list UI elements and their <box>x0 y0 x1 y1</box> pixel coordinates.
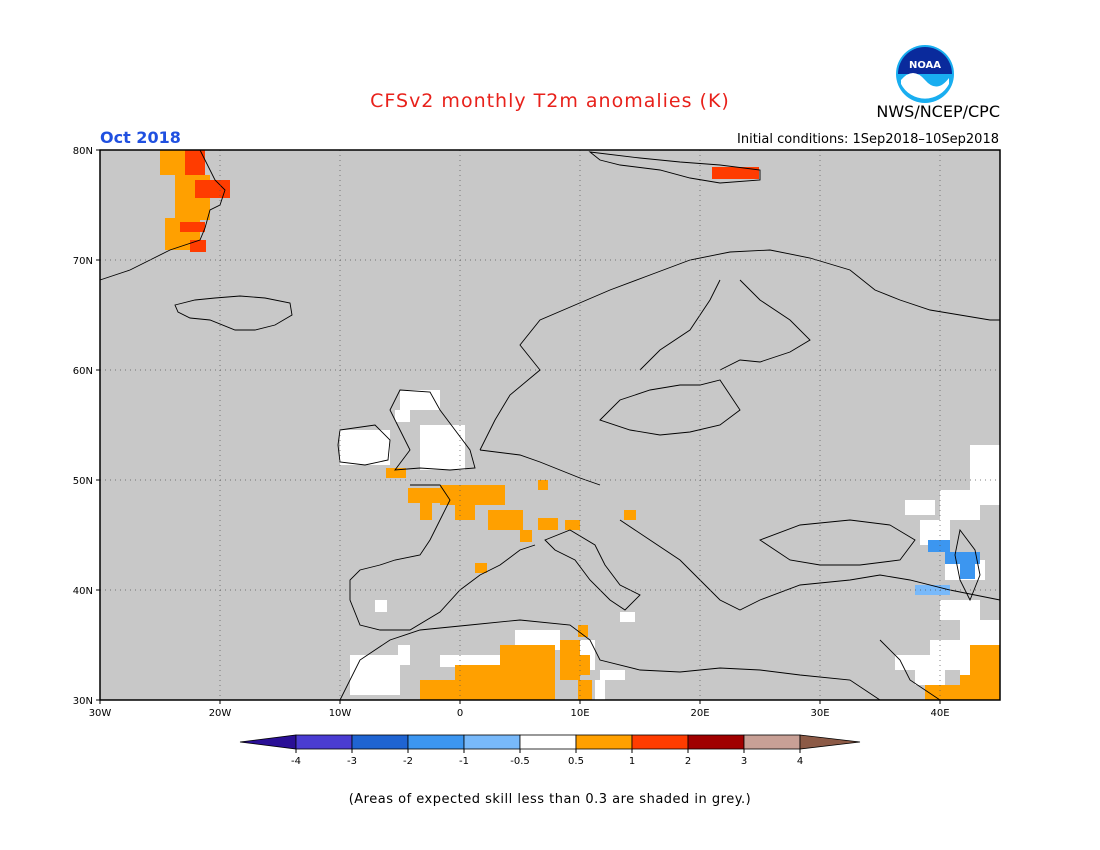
lat-label: 50N <box>73 476 93 487</box>
logo-text: NOAA <box>909 60 941 71</box>
colorbar-ticks <box>295 749 801 753</box>
patch-caucasus-blue <box>915 540 980 595</box>
lon-label: 20E <box>690 708 709 719</box>
lat-label: 40N <box>73 586 93 597</box>
patch-greenland <box>160 150 230 252</box>
noaa-logo: NOAA <box>895 44 955 104</box>
colorbar-arrow-left <box>239 734 297 750</box>
patch-uk-white <box>340 390 465 470</box>
colorbar-label: 3 <box>741 756 747 767</box>
lat-label: 30N <box>73 696 93 707</box>
lat-labels: 80N 70N 60N 50N 40N 30N <box>73 146 93 707</box>
patch-france <box>386 468 636 573</box>
graticule <box>100 150 1000 700</box>
colorbar-labels: -4 -3 -2 -1 -0.5 0.5 1 2 3 4 <box>291 756 803 767</box>
colorbar-label: -2 <box>403 756 413 767</box>
colorbar-arrow-right <box>799 734 861 750</box>
lon-labels: 30W 20W 10W 0 10E 20E 30E 40E <box>89 708 950 719</box>
colorbar-label: 4 <box>797 756 803 767</box>
lon-label: 40E <box>930 708 949 719</box>
skill-note: (Areas of expected skill less than 0.3 a… <box>348 792 752 807</box>
colorbar-label: -4 <box>291 756 301 767</box>
map-frame <box>99 149 1001 701</box>
lon-label: 10W <box>329 708 352 719</box>
lon-label: 0 <box>457 708 463 719</box>
colorbar-label: 0.5 <box>568 756 584 767</box>
map-background <box>100 150 1000 700</box>
axis-ticks <box>96 149 941 704</box>
patch-southeast <box>925 645 1000 700</box>
colorbar-label: -3 <box>347 756 357 767</box>
lon-label: 30W <box>89 708 112 719</box>
patch-svalbard <box>712 167 759 179</box>
colorbar-label: 1 <box>629 756 635 767</box>
forecast-month: Oct 2018 <box>100 128 181 147</box>
patch-sahara <box>420 625 592 700</box>
colorbar-label: 2 <box>685 756 691 767</box>
org-label: NWS/NCEP/CPC <box>876 102 1000 121</box>
colorbar-label: -0.5 <box>510 756 530 767</box>
chart-title: CFSv2 monthly T2m anomalies (K) <box>370 90 730 112</box>
initial-conditions: Initial conditions: 1Sep2018–10Sep2018 <box>737 132 999 147</box>
colorbar <box>239 734 861 750</box>
patch-caucasus-white <box>895 445 1000 685</box>
lat-label: 70N <box>73 256 93 267</box>
colorbar-label: -1 <box>459 756 469 767</box>
lon-label: 20W <box>209 708 232 719</box>
lat-label: 80N <box>73 146 93 157</box>
lat-label: 60N <box>73 366 93 377</box>
lon-label: 30E <box>810 708 829 719</box>
anomaly-patches <box>160 150 1000 700</box>
lon-label: 10E <box>570 708 589 719</box>
